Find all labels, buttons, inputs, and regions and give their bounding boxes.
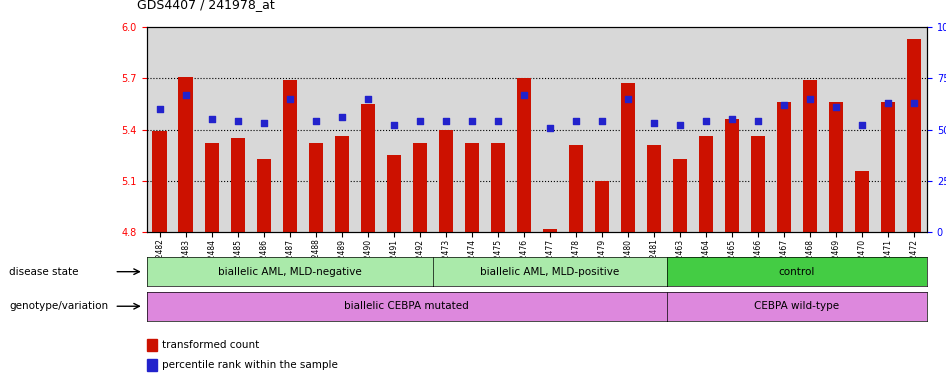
Bar (855, 170, 869, 232)
Bar (147, 359, 156, 371)
Bar (751, 136, 765, 232)
Point (464, 118, 480, 124)
Point (282, 96, 297, 102)
Text: biallelic AML, MLD-positive: biallelic AML, MLD-positive (481, 266, 620, 277)
Bar (179, 76, 193, 232)
Bar (829, 102, 843, 232)
Point (881, 100, 896, 106)
Point (204, 116, 219, 122)
Point (412, 118, 428, 124)
Point (360, 96, 376, 102)
Text: disease state: disease state (9, 266, 79, 277)
Point (698, 118, 713, 124)
Bar (673, 159, 687, 232)
Bar (725, 119, 739, 232)
Point (517, 92, 532, 98)
Bar (231, 138, 245, 232)
Bar (256, 159, 271, 232)
Text: biallelic CEBPA mutated: biallelic CEBPA mutated (344, 301, 469, 311)
Bar (147, 339, 156, 351)
Bar (907, 39, 921, 232)
Point (438, 118, 453, 124)
Point (646, 120, 661, 126)
Point (802, 96, 817, 102)
Point (621, 96, 636, 102)
Bar (464, 143, 479, 232)
Point (906, 100, 921, 106)
Bar (387, 155, 401, 232)
Point (178, 92, 193, 98)
Point (386, 122, 401, 129)
Point (854, 122, 869, 129)
Point (594, 118, 609, 124)
Text: control: control (779, 266, 815, 277)
Point (308, 118, 324, 124)
Bar (517, 78, 531, 232)
Point (569, 118, 584, 124)
Point (490, 118, 505, 124)
Bar (803, 80, 817, 232)
Bar (335, 136, 349, 232)
Text: percentile rank within the sample: percentile rank within the sample (162, 360, 338, 370)
Point (725, 116, 740, 122)
Bar (152, 131, 166, 232)
Point (230, 118, 245, 124)
Text: CEBPA wild-type: CEBPA wild-type (755, 301, 839, 311)
Bar (439, 129, 453, 232)
Bar (543, 229, 557, 232)
Bar (595, 181, 609, 232)
Bar (204, 143, 219, 232)
Bar (777, 102, 791, 232)
Bar (412, 143, 427, 232)
Text: transformed count: transformed count (162, 340, 259, 350)
Point (673, 122, 688, 129)
Point (256, 120, 272, 126)
Bar (491, 143, 505, 232)
Point (542, 124, 557, 131)
Bar (621, 83, 635, 232)
Bar (699, 136, 713, 232)
Text: biallelic AML, MLD-negative: biallelic AML, MLD-negative (218, 266, 361, 277)
Point (829, 104, 844, 110)
Bar (283, 80, 297, 232)
Bar (569, 145, 583, 232)
Point (152, 106, 167, 112)
Text: genotype/variation: genotype/variation (9, 301, 109, 311)
Point (334, 114, 349, 120)
Bar (360, 104, 375, 232)
Bar (308, 143, 323, 232)
Point (750, 118, 765, 124)
Text: GDS4407 / 241978_at: GDS4407 / 241978_at (137, 0, 275, 12)
Bar (881, 102, 895, 232)
Bar (647, 145, 661, 232)
Point (777, 102, 792, 108)
